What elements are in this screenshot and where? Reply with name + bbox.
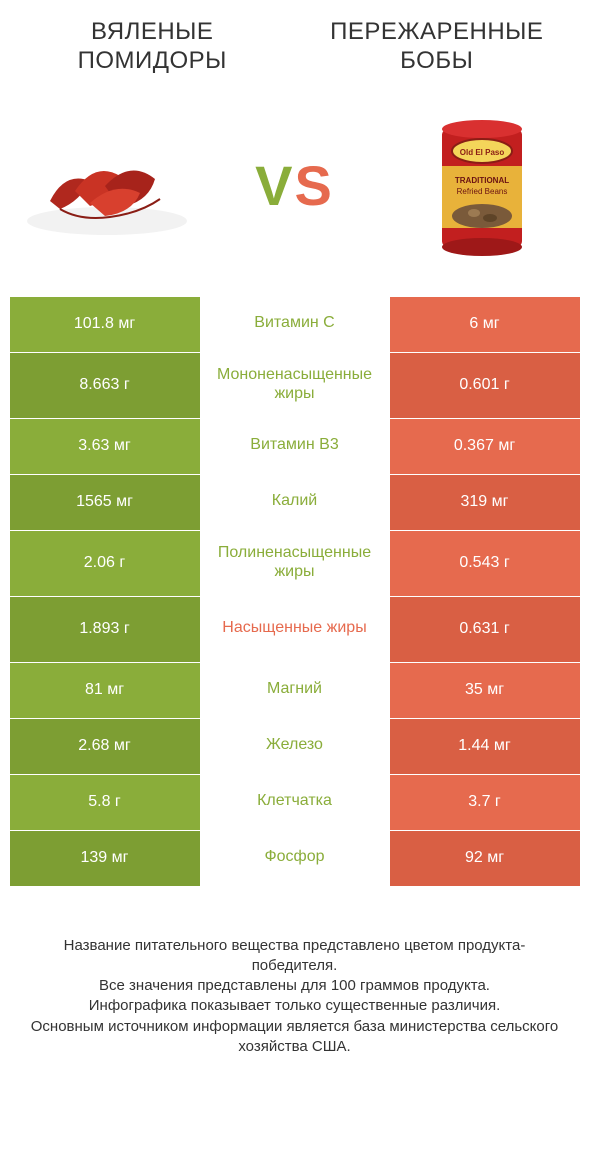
table-row: 1565 мгКалий319 мг: [10, 474, 580, 530]
cell-nutrient-label: Насыщенные жиры: [200, 596, 390, 662]
cell-right-value: 0.367 мг: [390, 418, 580, 474]
title-right: ПЕРЕЖАРЕННЫЕ БОБЫ: [295, 18, 580, 76]
cell-nutrient-label: Витамин B3: [200, 418, 390, 474]
cell-nutrient-label: Магний: [200, 662, 390, 718]
header-left: ВЯЛЕНЫЕ ПОМИДОРЫ: [10, 18, 295, 76]
cell-right-value: 92 мг: [390, 830, 580, 886]
footnote-line: Все значения представлены для 100 граммо…: [24, 976, 565, 996]
sundried-tomato-icon: [20, 131, 195, 241]
cell-left-value: 5.8 г: [10, 774, 200, 830]
vs-row: VS Old El Paso TRADITIONAL Refried Beans: [0, 86, 589, 296]
cell-nutrient-label: Фосфор: [200, 830, 390, 886]
footnote-line: Название питательного вещества представл…: [24, 936, 565, 977]
footnote-line: Основным источником информации является …: [24, 1017, 565, 1058]
cell-left-value: 101.8 мг: [10, 296, 200, 352]
cell-left-value: 1.893 г: [10, 596, 200, 662]
cell-left-value: 2.06 г: [10, 530, 200, 596]
table-row: 139 мгФосфор92 мг: [10, 830, 580, 886]
vs-label: VS: [255, 153, 334, 218]
cell-right-value: 1.44 мг: [390, 718, 580, 774]
vs-v: V: [255, 154, 294, 217]
svg-text:Old El Paso: Old El Paso: [459, 148, 504, 157]
cell-left-value: 3.63 мг: [10, 418, 200, 474]
table-row: 3.63 мгВитамин B30.367 мг: [10, 418, 580, 474]
table-row: 2.68 мгЖелезо1.44 мг: [10, 718, 580, 774]
cell-right-value: 0.631 г: [390, 596, 580, 662]
table-row: 5.8 гКлетчатка3.7 г: [10, 774, 580, 830]
footnote: Название питательного вещества представл…: [0, 886, 589, 1058]
vs-s: S: [295, 154, 334, 217]
table-row: 1.893 гНасыщенные жиры0.631 г: [10, 596, 580, 662]
cell-right-value: 35 мг: [390, 662, 580, 718]
cell-nutrient-label: Клетчатка: [200, 774, 390, 830]
title-left: ВЯЛЕНЫЕ ПОМИДОРЫ: [10, 18, 295, 76]
food-image-left: [20, 116, 195, 256]
cell-nutrient-label: Витамин C: [200, 296, 390, 352]
table-row: 101.8 мгВитамин C6 мг: [10, 296, 580, 352]
cell-right-value: 6 мг: [390, 296, 580, 352]
table-row: 81 мгМагний35 мг: [10, 662, 580, 718]
header-right: ПЕРЕЖАРЕННЫЕ БОБЫ: [295, 18, 580, 76]
nutrition-table: 101.8 мгВитамин C6 мг8.663 гМононенасыще…: [10, 296, 580, 886]
cell-nutrient-label: Железо: [200, 718, 390, 774]
header: ВЯЛЕНЫЕ ПОМИДОРЫ ПЕРЕЖАРЕННЫЕ БОБЫ: [0, 0, 589, 86]
table-row: 2.06 гПолиненасыщенные жиры0.543 г: [10, 530, 580, 596]
cell-right-value: 319 мг: [390, 474, 580, 530]
cell-right-value: 0.601 г: [390, 352, 580, 418]
cell-right-value: 3.7 г: [390, 774, 580, 830]
footnote-line: Инфографика показывает только существенн…: [24, 996, 565, 1016]
svg-text:TRADITIONAL: TRADITIONAL: [454, 176, 508, 185]
cell-left-value: 8.663 г: [10, 352, 200, 418]
svg-text:Refried Beans: Refried Beans: [456, 187, 507, 196]
food-image-right: Old El Paso TRADITIONAL Refried Beans: [394, 116, 569, 256]
cell-left-value: 81 мг: [10, 662, 200, 718]
cell-left-value: 1565 мг: [10, 474, 200, 530]
refried-beans-can-icon: Old El Paso TRADITIONAL Refried Beans: [422, 111, 542, 261]
cell-nutrient-label: Мононенасыщенные жиры: [200, 352, 390, 418]
table-row: 8.663 гМононенасыщенные жиры0.601 г: [10, 352, 580, 418]
cell-nutrient-label: Калий: [200, 474, 390, 530]
cell-left-value: 139 мг: [10, 830, 200, 886]
cell-right-value: 0.543 г: [390, 530, 580, 596]
cell-nutrient-label: Полиненасыщенные жиры: [200, 530, 390, 596]
cell-left-value: 2.68 мг: [10, 718, 200, 774]
